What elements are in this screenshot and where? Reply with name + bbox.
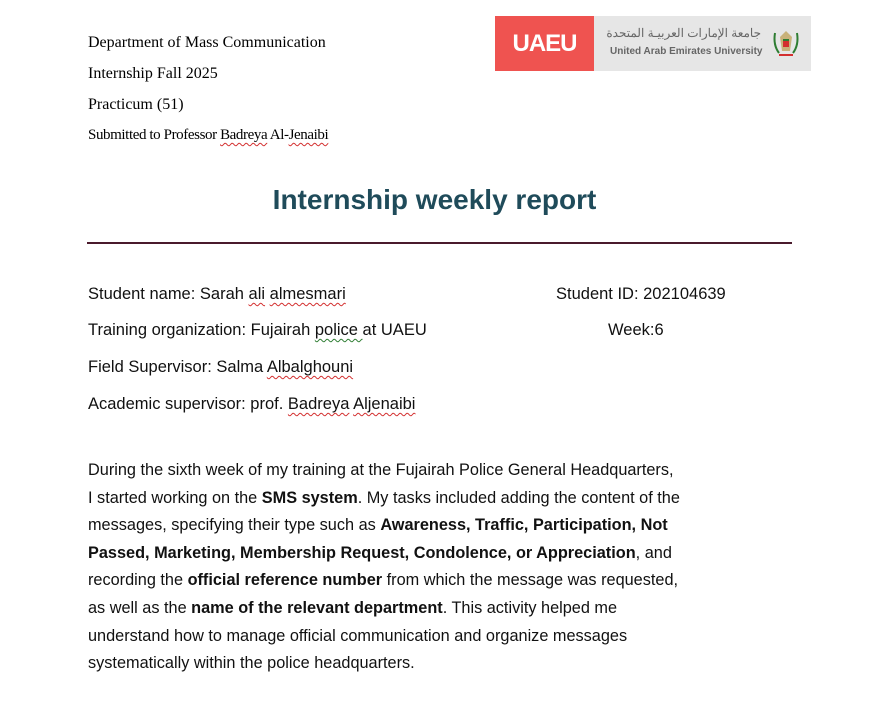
paragraph-line: messages, specifying their type such as … (88, 512, 680, 540)
org-suffix: at UAEU (362, 321, 427, 339)
bold-text: Awareness, Traffic, Participation, Not (380, 516, 668, 535)
text: . This activity helped me (442, 598, 618, 617)
bold-text: official reference number (187, 571, 383, 590)
logo-mark: UAEU (495, 16, 594, 71)
text: as well as the (88, 598, 192, 617)
text: . My tasks included adding the content o… (357, 488, 680, 507)
field-supervisor: Field Supervisor: Salma Albalghouni (88, 358, 353, 377)
field-name: Albalghouni (266, 358, 354, 376)
academic-name: Aljenaibi (353, 395, 416, 413)
paragraph-line: During the sixth week of my training at … (88, 461, 674, 479)
text: from which the message was requested, (382, 571, 679, 590)
student-name-label: Student name: Sarah (88, 285, 249, 303)
student-id: Student ID: 202104639 (556, 285, 726, 303)
academic-prefix: Academic supervisor: prof. (88, 395, 288, 413)
bold-text: SMS system (261, 488, 358, 507)
academic-supervisor: Academic supervisor: prof. Badreya Aljen… (88, 395, 415, 414)
academic-name: Badreya (287, 395, 350, 413)
org-prefix: Training organization: Fujairah (88, 321, 315, 339)
paragraph-line: Passed, Marketing, Membership Request, C… (88, 540, 680, 568)
text: , and (635, 543, 672, 562)
paragraph-line: understand how to manage official commun… (88, 626, 628, 645)
student-name-part: almesmari (269, 285, 346, 303)
text: I started working on the (88, 488, 262, 507)
bold-text: Passed, Marketing, Membership Request, C… (88, 543, 636, 562)
field-prefix: Field Supervisor: Salma (88, 358, 267, 376)
title-divider (87, 242, 792, 244)
text: recording the (88, 571, 188, 590)
course-line: Practicum (51) (88, 96, 184, 113)
department-line: Department of Mass Communication (88, 34, 326, 51)
submitted-prefix: Submitted to Professor (88, 127, 221, 143)
logo-arabic: جامعة الإمارات العربيـة المتحدة (606, 26, 761, 40)
student-name-part: ali (248, 285, 266, 303)
paragraph-line: I started working on the SMS system. My … (88, 485, 680, 513)
paragraph-line: as well as the name of the relevant depa… (88, 595, 680, 623)
week-number: Week:6 (608, 321, 664, 339)
org-police: police (314, 321, 363, 339)
term-line: Internship Fall 2025 (88, 65, 218, 82)
paragraph-line: systematically within the police headqua… (88, 654, 415, 673)
submitted-name: Jenaibi (288, 127, 329, 143)
paragraph-line: recording the official reference number … (88, 567, 680, 595)
text: messages, specifying their type such as (88, 516, 381, 535)
logo-text-panel: جامعة الإمارات العربيـة المتحدة United A… (594, 16, 811, 71)
uaeu-logo: UAEU جامعة الإمارات العربيـة المتحدة Uni… (495, 16, 811, 71)
logo-english: United Arab Emirates University (610, 46, 763, 57)
submitted-name: Badreya (220, 127, 268, 143)
training-organization: Training organization: Fujairah police a… (88, 321, 427, 340)
falcon-emblem-icon (773, 31, 799, 56)
page-title: Internship weekly report (272, 184, 597, 215)
student-name: Student name: Sarah ali almesmari (88, 285, 346, 304)
report-paragraph: During the sixth week of my training at … (88, 457, 680, 678)
submitted-name: Al- (267, 127, 289, 143)
submitted-line: Submitted to Professor Badreya Al-Jenaib… (88, 127, 329, 144)
bold-text: name of the relevant department (191, 598, 443, 617)
